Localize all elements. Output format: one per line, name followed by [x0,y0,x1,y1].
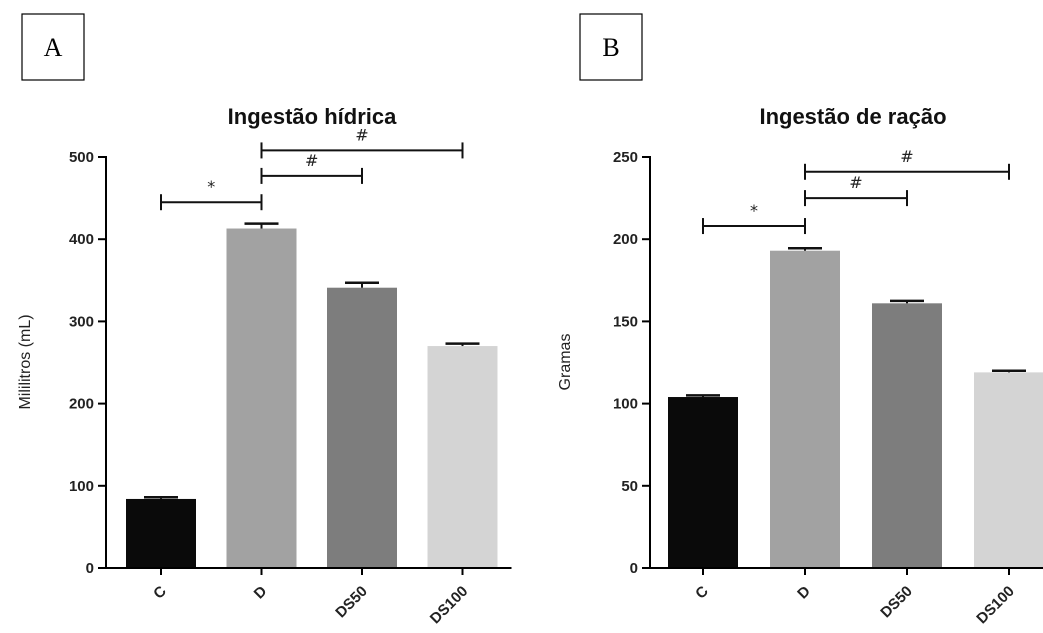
panel-label-box [21,13,85,81]
bar-ds50 [327,287,397,568]
bar-d [770,250,840,568]
y-tick-label: 100 [613,396,638,413]
significance-symbol: * [750,201,758,220]
x-tick-label: DS50 [877,583,916,622]
x-tick-label: DS100 [973,583,1017,627]
x-tick-label: DS50 [332,583,371,622]
bar-c [126,498,196,568]
bar-ds100 [427,346,498,568]
y-axis-label: Gramas [557,334,574,391]
y-tick-label: 0 [86,560,94,577]
y-tick-label: 200 [69,396,94,413]
panel-label-box [579,13,643,81]
y-tick-label: 100 [69,478,94,495]
significance-symbol: # [900,147,913,166]
x-tick-label: D [251,583,271,603]
x-tick-label: C [692,583,712,603]
panel-label: B [602,33,619,62]
y-tick-label: 400 [69,231,94,248]
chart-title: Ingestão de ração [759,104,946,129]
bar-ds100 [974,372,1043,568]
y-tick-label: 300 [69,313,94,330]
y-tick-label: 150 [613,313,638,330]
y-tick-label: 0 [630,560,638,577]
bar-d [226,228,297,568]
bar-c [668,397,738,568]
significance-symbol: # [849,173,862,192]
y-tick-label: 250 [613,149,638,166]
significance-symbol: * [207,177,215,196]
panel-label: A [44,33,63,62]
y-tick-label: 50 [621,478,638,495]
y-tick-label: 500 [69,149,94,166]
bar-ds50 [872,303,942,568]
chart-title: Ingestão hídrica [228,104,397,129]
significance-symbol: # [355,125,368,144]
significance-symbol: # [305,151,318,170]
x-tick-label: DS100 [427,583,471,627]
x-tick-label: D [794,583,814,603]
y-tick-label: 200 [613,231,638,248]
y-axis-label: Mililitros (mL) [17,314,34,409]
x-tick-label: C [150,583,170,603]
panel-b: B Ingestão de ração Gramas 0 50 100 150 200 250 C… [557,13,1043,627]
panel-a: A Ingestão hídrica Mililitros (mL) 0 100 200 3… [17,13,512,627]
